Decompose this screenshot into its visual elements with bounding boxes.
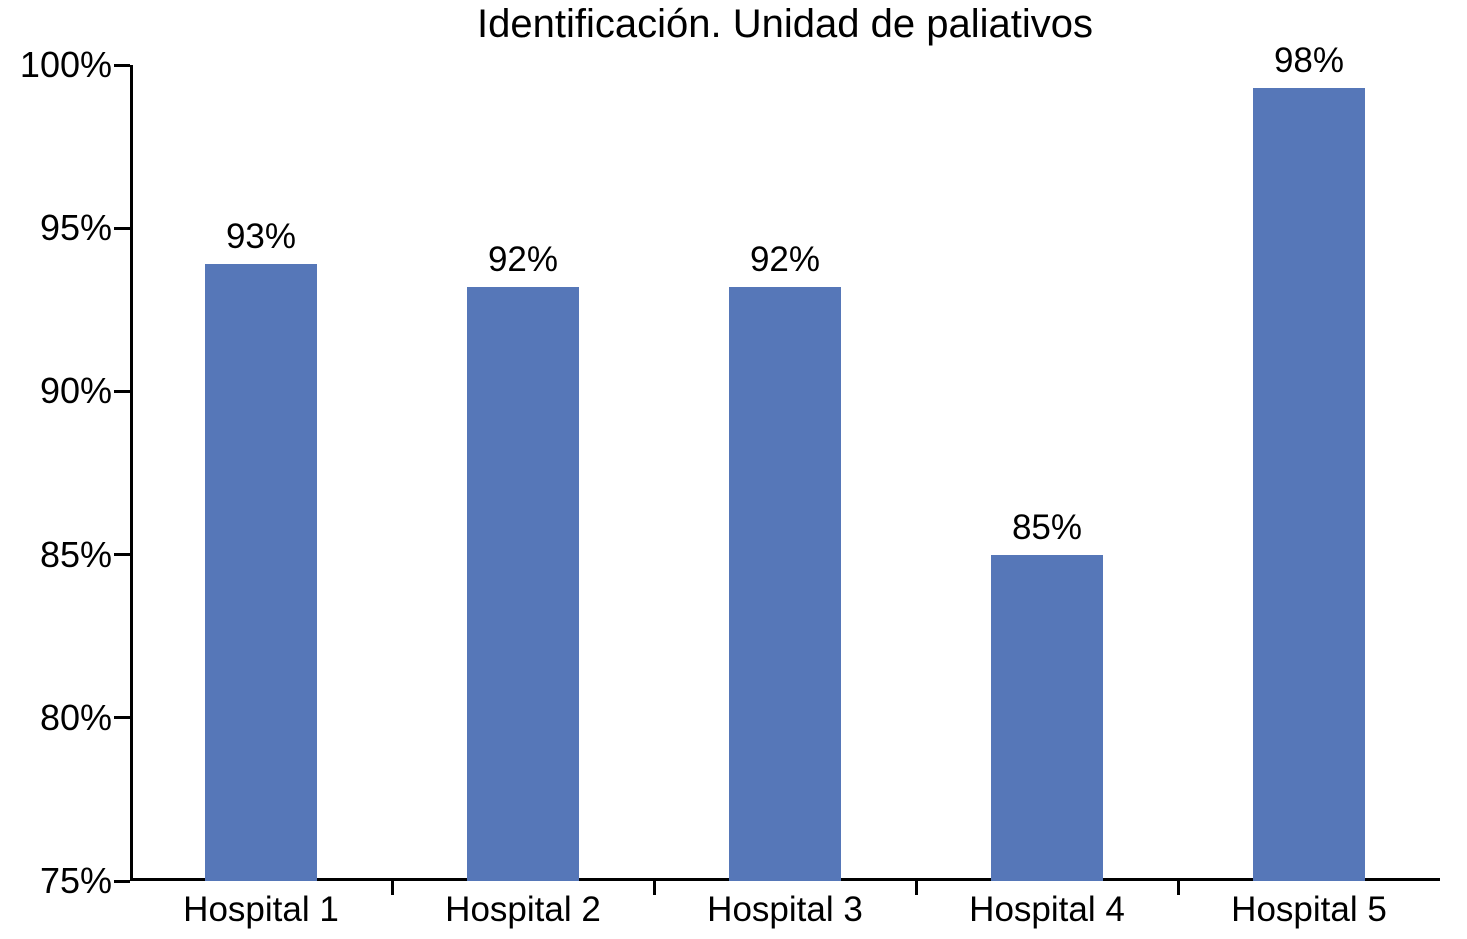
y-axis-line (130, 65, 133, 881)
y-tick-mark (114, 389, 130, 393)
x-tick-mark (1176, 878, 1180, 895)
x-axis-label: Hospital 3 (707, 890, 863, 929)
bar-hospital-5 (1252, 87, 1365, 881)
bar-value-label: 85% (1011, 507, 1083, 547)
y-tick-mark (114, 63, 130, 67)
bar-value-label: 93% (225, 217, 297, 257)
x-axis-labels: Hospital 1 Hospital 2 Hospital 3 Hospital 4… (130, 890, 1440, 930)
y-tick-mark (114, 226, 130, 230)
x-tick-mark (914, 878, 918, 895)
bar-hospital-3 (728, 286, 841, 881)
bar-hospital-1 (204, 264, 317, 881)
chart-title: Identificación. Unidad de paliativos (477, 2, 1093, 46)
y-tick-mark (114, 716, 130, 720)
y-tick-label: 75% (39, 860, 112, 901)
x-axis-label: Hospital 1 (183, 890, 339, 929)
y-tick-label: 95% (39, 207, 112, 249)
y-tick-mark (114, 553, 130, 557)
bar-hospital-4 (990, 554, 1103, 881)
bar-hospital-2 (466, 286, 579, 881)
x-axis-label: Hospital 2 (445, 890, 601, 929)
x-axis-label: Hospital 4 (969, 890, 1125, 929)
x-axis-label: Hospital 5 (1231, 890, 1387, 929)
x-tick-mark (390, 878, 394, 895)
y-tick-label: 85% (39, 533, 112, 575)
y-tick-label: 80% (39, 696, 112, 738)
y-tick-label: 90% (39, 370, 112, 412)
bar-value-label: 92% (749, 239, 821, 279)
plot-area: 100% 95% 90% 85% 80% 75% 93% 92% 92% 85% 98% (20, 41, 1440, 901)
bar-value-label: 92% (487, 239, 559, 279)
bar-value-label: 98% (1273, 40, 1345, 80)
y-tick-mark (114, 879, 130, 883)
x-tick-mark (652, 878, 656, 895)
y-tick-label: 100% (19, 44, 112, 85)
